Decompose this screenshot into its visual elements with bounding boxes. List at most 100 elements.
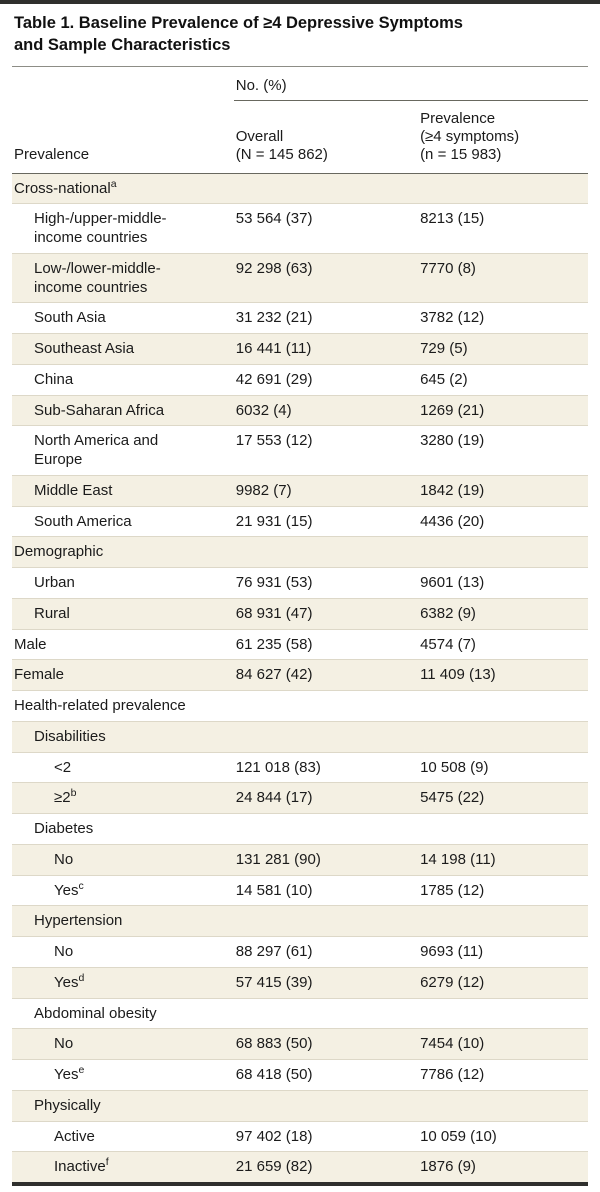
cell-prevalence xyxy=(418,1090,588,1122)
table-row: Southeast Asia 16 441 (11) 729 (5) xyxy=(12,333,588,365)
cell-prevalence: 4574 (7) xyxy=(418,629,588,661)
cell-overall: 6032 (4) xyxy=(233,395,419,427)
spanner-header-no-pct: No. (%) xyxy=(233,66,588,101)
cell-overall: 42 691 (29) xyxy=(233,364,419,396)
table-row: China 42 691 (29) 645 (2) xyxy=(12,364,588,396)
row-label: Female xyxy=(12,659,234,692)
row-label: Yese xyxy=(12,1059,234,1091)
cell-overall xyxy=(233,173,419,205)
table-row: Rural 68 931 (47) 6382 (9) xyxy=(12,598,588,630)
table-row: South Asia 31 232 (21) 3782 (12) xyxy=(12,302,588,335)
row-label: No xyxy=(12,844,234,876)
table-row: Active 97 402 (18) 10 059 (10) xyxy=(12,1121,588,1153)
table-title-line2: and Sample Characteristics xyxy=(14,35,231,54)
row-label: Inactivef xyxy=(54,1156,109,1176)
table-row: No 88 297 (61) 9693 (11) xyxy=(12,936,588,968)
row-label: Male xyxy=(12,629,234,661)
cell-prevalence: 8213 (15) xyxy=(418,203,588,254)
row-label: North America and Europe xyxy=(12,425,234,476)
col-header-prevalence-4sym: Prevalence (≥4 symptoms) (n = 15 983) xyxy=(418,100,588,174)
cell-prevalence: 6279 (12) xyxy=(418,967,588,999)
cell-overall: 61 235 (58) xyxy=(233,629,419,661)
cell-overall: 9982 (7) xyxy=(233,475,419,507)
row-label: <2 xyxy=(12,752,234,784)
row-label: Demographic xyxy=(12,536,234,569)
table-body: Cross-nationala High-/upper-middle- incom… xyxy=(12,173,588,1185)
col-header-prev4-line3: (n = 15 983) xyxy=(420,146,502,164)
cell-prevalence: 10 508 (9) xyxy=(418,752,588,784)
cell-prevalence: 7786 (12) xyxy=(418,1059,588,1091)
cell-overall: 53 564 (37) xyxy=(233,203,419,254)
cell-prevalence xyxy=(418,721,588,753)
cell-overall xyxy=(233,905,419,938)
table-row: Yesc 14 581 (10) 1785 (12) xyxy=(12,875,588,907)
table-row: Male 61 235 (58) 4574 (7) xyxy=(12,629,588,661)
table-row: Sub-Saharan Africa 6032 (4) 1269 (21) xyxy=(12,395,588,427)
table-row: Inactivef 21 659 (82) 1876 (9) xyxy=(12,1151,588,1185)
row-label: ≥2b xyxy=(12,782,234,815)
footnote-marker: e xyxy=(78,1064,85,1077)
table-row: Yesd 57 415 (39) 6279 (12) xyxy=(12,967,588,999)
cell-overall: 17 553 (12) xyxy=(233,425,419,476)
cell-overall: 121 018 (83) xyxy=(233,752,419,784)
cell-overall: 97 402 (18) xyxy=(233,1121,419,1153)
cell-overall xyxy=(233,721,419,753)
table-row: Urban 76 931 (53) 9601 (13) xyxy=(12,567,588,599)
cell-prevalence: 1785 (12) xyxy=(418,875,588,907)
table-row: Middle East 9982 (7) 1842 (19) xyxy=(12,475,588,507)
cell-prevalence: 6382 (9) xyxy=(418,598,588,630)
cell-overall: 31 232 (21) xyxy=(233,302,419,335)
cell-prevalence xyxy=(418,173,588,205)
cell-overall: 88 297 (61) xyxy=(233,936,419,968)
cell-prevalence: 3280 (19) xyxy=(418,425,588,476)
col-header-prev4-line2: (≥4 symptoms) xyxy=(420,128,520,146)
col-header-overall-line2: (N = 145 862) xyxy=(235,146,328,164)
spanner-row: No. (%) xyxy=(12,66,588,101)
table-row: ≥2b 24 844 (17) 5475 (22) xyxy=(12,782,588,815)
cell-prevalence: 1269 (21) xyxy=(418,395,588,427)
cell-prevalence xyxy=(418,905,588,938)
table-row: High-/upper-middle- income countries 53 5… xyxy=(12,203,588,254)
col-header-overall-line1: Overall xyxy=(235,128,284,146)
table-row: Female 84 627 (42) 11 409 (13) xyxy=(12,659,588,692)
table-row: North America and Europe 17 553 (12) 3280 … xyxy=(12,425,588,476)
row-label: Cross-nationala xyxy=(12,173,234,205)
table-row: Abdominal obesity xyxy=(12,998,588,1030)
cell-prevalence: 11 409 (13) xyxy=(418,659,588,692)
col-header-prevalence: Prevalence xyxy=(12,100,234,174)
row-label: Urban xyxy=(12,567,234,599)
cell-prevalence: 7770 (8) xyxy=(418,253,588,304)
table-row: Cross-nationala xyxy=(12,173,588,205)
row-label: Sub-Saharan Africa xyxy=(12,395,234,427)
cell-prevalence: 9693 (11) xyxy=(418,936,588,968)
row-label: Middle East xyxy=(12,475,234,507)
col-header-prev4-line1: Prevalence xyxy=(420,109,496,127)
cell-prevalence: 9601 (13) xyxy=(418,567,588,599)
row-label: Health-related prevalence xyxy=(12,690,234,722)
cell-overall: 14 581 (10) xyxy=(233,875,419,907)
table-row: No 131 281 (90) 14 198 (11) xyxy=(12,844,588,876)
table-row: Diabetes xyxy=(12,813,588,845)
row-label: No xyxy=(12,1028,234,1061)
table-row: South America 21 931 (15) 4436 (20) xyxy=(12,506,588,538)
row-label: Hypertension xyxy=(12,905,234,938)
row-label: Southeast Asia xyxy=(12,333,234,365)
row-label: Yesd xyxy=(12,967,234,999)
cell-overall: 76 931 (53) xyxy=(233,567,419,599)
cell-prevalence: 645 (2) xyxy=(418,364,588,396)
col-header-overall: Overall (N = 145 862) xyxy=(233,100,419,174)
column-header-row: Prevalence Overall (N = 145 862) Prevale… xyxy=(12,100,588,174)
cell-prevalence: 10 059 (10) xyxy=(418,1121,588,1153)
table-row: <2 121 018 (83) 10 508 (9) xyxy=(12,752,588,784)
baseline-prevalence-table: No. (%) Prevalence Overall (N = 145 862)… xyxy=(12,66,588,1187)
cell-prevalence: 4436 (20) xyxy=(418,506,588,538)
table-row: Yese 68 418 (50) 7786 (12) xyxy=(12,1059,588,1091)
row-label: High-/upper-middle- income countries xyxy=(12,203,234,254)
cell-prevalence xyxy=(418,536,588,569)
row-label: South Asia xyxy=(12,302,234,335)
cell-overall: 21 659 (82) xyxy=(235,1158,313,1176)
cell-prevalence xyxy=(418,690,588,722)
cell-prevalence: 5475 (22) xyxy=(418,782,588,815)
cell-overall: 57 415 (39) xyxy=(233,967,419,999)
